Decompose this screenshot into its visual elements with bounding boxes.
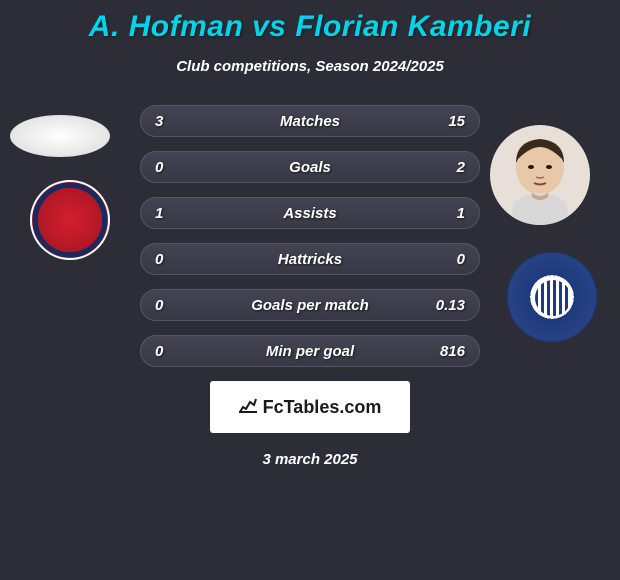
stat-left-value: 0 bbox=[155, 297, 190, 314]
stat-row-mpg: 0 Min per goal 816 bbox=[140, 335, 480, 367]
stats-container: 3 Matches 15 0 Goals 2 1 Assists 1 0 Hat… bbox=[140, 105, 480, 367]
stat-right-value: 2 bbox=[430, 159, 465, 176]
club-right-badge bbox=[507, 252, 597, 342]
stat-label: Hattricks bbox=[278, 251, 342, 268]
date-label: 3 march 2025 bbox=[0, 451, 620, 468]
stat-left-value: 0 bbox=[155, 343, 190, 360]
fctables-badge: FcTables.com bbox=[210, 381, 410, 433]
player-left-photo bbox=[10, 115, 110, 157]
stat-row-matches: 3 Matches 15 bbox=[140, 105, 480, 137]
stat-row-hattricks: 0 Hattricks 0 bbox=[140, 243, 480, 275]
stat-row-assists: 1 Assists 1 bbox=[140, 197, 480, 229]
stat-label: Goals bbox=[289, 159, 331, 176]
stat-left-value: 0 bbox=[155, 159, 190, 176]
stat-left-value: 1 bbox=[155, 205, 190, 222]
stat-right-value: 0 bbox=[430, 251, 465, 268]
stat-right-value: 1 bbox=[430, 205, 465, 222]
stat-label: Assists bbox=[283, 205, 336, 222]
chart-icon bbox=[239, 397, 257, 418]
stat-label: Min per goal bbox=[266, 343, 354, 360]
stat-right-value: 0.13 bbox=[430, 297, 465, 314]
stat-right-value: 816 bbox=[430, 343, 465, 360]
stat-right-value: 15 bbox=[430, 113, 465, 130]
stat-row-goals: 0 Goals 2 bbox=[140, 151, 480, 183]
player-right-photo bbox=[490, 125, 590, 225]
subtitle: Club competitions, Season 2024/2025 bbox=[0, 58, 620, 75]
stat-row-gpm: 0 Goals per match 0.13 bbox=[140, 289, 480, 321]
club-left-badge bbox=[30, 180, 110, 260]
stat-label: Matches bbox=[280, 113, 340, 130]
stat-label: Goals per match bbox=[251, 297, 369, 314]
stat-left-value: 0 bbox=[155, 251, 190, 268]
fctables-label: FcTables.com bbox=[263, 397, 382, 418]
player-face-icon bbox=[490, 125, 590, 225]
stat-left-value: 3 bbox=[155, 113, 190, 130]
page-title: A. Hofman vs Florian Kamberi bbox=[0, 0, 620, 44]
